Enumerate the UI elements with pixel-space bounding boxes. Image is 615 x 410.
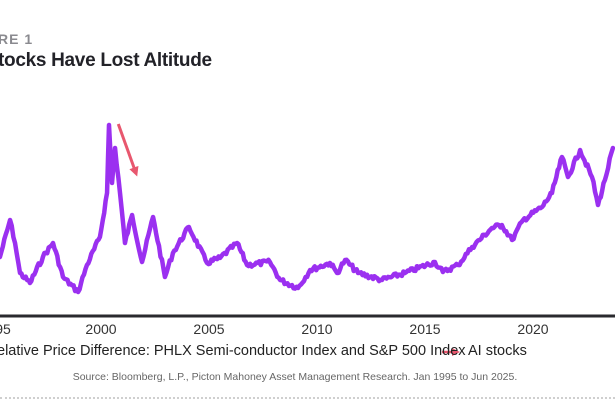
dotted-divider — [0, 397, 615, 399]
ai-stocks-arrow — [116, 123, 139, 177]
source-note: Source: Bloomberg, L.P., Picton Mahoney … — [72, 371, 518, 383]
series-line — [0, 122, 615, 295]
x-tick-label: 2015 — [409, 321, 440, 337]
x-tick-label: 95 — [0, 321, 11, 337]
figure-label: RE 1 — [0, 31, 34, 47]
legend-ai-stocks-label: AI stocks — [468, 343, 527, 359]
chart-title: tocks Have Lost Altitude — [0, 50, 212, 71]
x-tick-label: 2020 — [517, 321, 548, 337]
legend-series-label: elative Price Difference: PHLX Semi-cond… — [0, 343, 466, 359]
x-tick-label: 2005 — [193, 321, 224, 337]
x-tick-label: 2010 — [301, 321, 332, 337]
x-tick-label: 2000 — [85, 321, 116, 337]
